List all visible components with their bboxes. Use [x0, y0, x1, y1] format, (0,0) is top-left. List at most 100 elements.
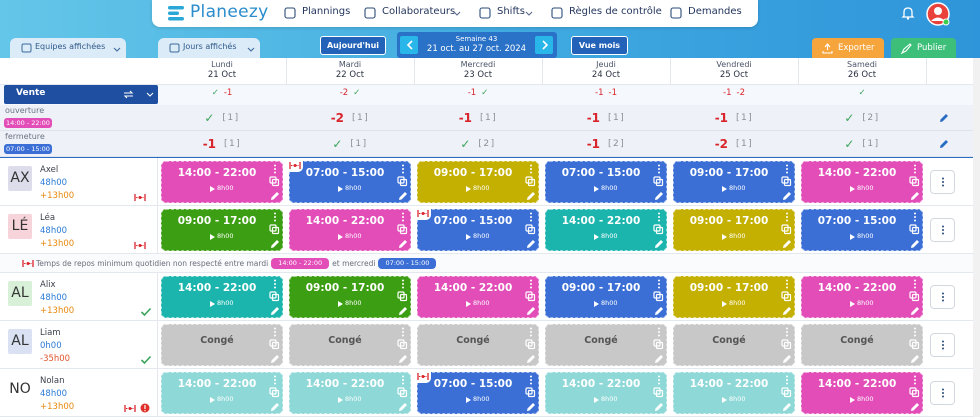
shift-card[interactable]: 14:00 - 22:00 8h00	[801, 372, 923, 414]
menu-icon-part	[658, 286, 660, 289]
shift-card[interactable]: 09:00 - 17:00 8h00	[673, 161, 795, 203]
team-selector[interactable]	[4, 85, 158, 104]
rest-alert-icon-part	[421, 212, 425, 215]
copy-icon-part	[399, 293, 408, 302]
post-day-cell: -1 [1]	[670, 110, 798, 126]
shift-card[interactable]: 14:00 - 22:00 8h00	[289, 209, 411, 251]
shift-card[interactable]: 14:00 - 22:00 8h00	[417, 276, 539, 318]
menu-icon-part	[786, 327, 788, 330]
menu-icon-part	[914, 219, 916, 222]
employee-hours: 48h00	[40, 293, 68, 303]
shift-card[interactable]: 07:00 - 15:00 8h00	[801, 209, 923, 251]
summary-token: -1	[608, 88, 617, 98]
summary-token: -1	[723, 88, 732, 98]
post-status: -1	[458, 111, 473, 125]
edit-icon	[911, 240, 919, 248]
shift-card[interactable]: 09:00 - 17:00 8h00	[161, 209, 283, 251]
shift-card[interactable]: Congé	[673, 324, 795, 366]
next-week[interactable]	[535, 36, 553, 54]
shift-card[interactable]: Congé	[161, 324, 283, 366]
row-menu-button[interactable]	[930, 285, 955, 309]
shift-card[interactable]: 14:00 - 22:00 8h00	[161, 372, 283, 414]
shift-time: 09:00 - 17:00	[561, 282, 641, 294]
check-icon	[140, 355, 152, 365]
menu-icon-part	[530, 334, 532, 337]
shift-card[interactable]: Congé	[801, 324, 923, 366]
shift-card[interactable]: 14:00 - 22:00 8h00	[545, 372, 667, 414]
shift-card[interactable]: Congé	[545, 324, 667, 366]
edit-icon-part	[399, 307, 407, 315]
copy-icon-part	[655, 178, 664, 187]
shift-card[interactable]: 09:00 - 17:00 8h00	[545, 276, 667, 318]
nav-item[interactable]: Collaborateurs	[382, 6, 456, 17]
export-button[interactable]	[812, 38, 884, 59]
error-icon	[140, 403, 150, 413]
edit-icon-part	[655, 355, 663, 363]
shift-card[interactable]: 14:00 - 22:00 8h00	[801, 276, 923, 318]
day-name: Vendredi	[716, 60, 752, 69]
menu-icon-part	[914, 331, 916, 333]
edit-icon	[527, 240, 535, 248]
shift-card[interactable]: 09:00 - 17:00 8h00	[673, 276, 795, 318]
today-button[interactable]: Aujourd'hui	[320, 36, 386, 55]
month-view-button[interactable]: Vue mois	[571, 36, 628, 55]
shift-card[interactable]: 07:00 - 15:00 8h00	[417, 372, 539, 414]
play-icon-part	[338, 397, 343, 403]
shift-card[interactable]: 07:00 - 15:00 8h00	[417, 209, 539, 251]
nav-item[interactable]: Shifts	[497, 6, 525, 17]
menu-icon-part	[658, 379, 660, 381]
edit-icon	[911, 192, 919, 200]
nav-item[interactable]: Demandes	[688, 6, 742, 17]
shift-card[interactable]: 14:00 - 22:00 8h00	[801, 161, 923, 203]
shift-card[interactable]: Congé	[289, 324, 411, 366]
copy-icon	[909, 176, 920, 187]
shift-duration: 8h00	[473, 299, 490, 307]
shift-card[interactable]: 07:00 - 15:00 8h00	[545, 161, 667, 203]
post-count: [1]	[736, 113, 754, 123]
shift-card[interactable]: 09:00 - 17:00 8h00	[417, 161, 539, 203]
nav-item[interactable]: Règles de contrôle	[569, 6, 662, 17]
edit-icon	[271, 307, 279, 315]
shift-card[interactable]: 09:00 - 17:00 8h00	[289, 276, 411, 318]
menu-icon-part	[942, 177, 944, 180]
employee-avatar: AX	[8, 166, 32, 191]
day-header-row	[0, 58, 980, 85]
publish-button[interactable]	[891, 38, 956, 59]
menu-icon	[786, 327, 788, 337]
menu-icon-part	[402, 216, 404, 218]
menu-icon-part	[658, 212, 660, 215]
shift-card[interactable]: 09:00 - 17:00 8h00	[673, 209, 795, 251]
menu-icon-part	[530, 171, 532, 174]
copy-icon	[653, 224, 664, 235]
nav-icon	[670, 7, 682, 19]
shift-card[interactable]: 14:00 - 22:00 8h00	[673, 372, 795, 414]
warning-row	[0, 254, 980, 273]
shift-card[interactable]: 14:00 - 22:00 8h00	[161, 161, 283, 203]
copy-icon	[269, 339, 280, 350]
play-icon-part	[850, 301, 855, 307]
copy-icon	[525, 339, 536, 350]
shift-card[interactable]: 14:00 - 22:00 8h00	[545, 209, 667, 251]
menu-icon-part	[942, 181, 944, 183]
nav-item[interactable]: Plannings	[302, 6, 351, 17]
copy-icon-part	[911, 226, 920, 235]
shift-card[interactable]: 14:00 - 22:00 8h00	[161, 276, 283, 318]
copy-icon-part	[399, 226, 408, 235]
days-filter[interactable]	[158, 38, 260, 58]
chevron-icon-part	[113, 47, 121, 52]
play-icon	[466, 234, 471, 240]
copy-icon	[909, 291, 920, 302]
shift-card[interactable]: Congé	[417, 324, 539, 366]
menu-icon	[530, 327, 532, 337]
shift-card[interactable]: 07:00 - 15:00 8h00	[289, 161, 411, 203]
edit-icon	[783, 192, 791, 200]
edit-icon-part	[911, 192, 919, 200]
menu-icon	[658, 212, 660, 222]
export-icon-part	[822, 43, 833, 54]
shift-time: 09:00 - 17:00	[433, 167, 513, 179]
row-menu-button[interactable]	[930, 333, 955, 357]
menu-icon-part	[658, 382, 660, 385]
shift-card[interactable]: 14:00 - 22:00 8h00	[289, 372, 411, 414]
copy-icon	[397, 387, 408, 398]
teams-filter[interactable]	[10, 38, 126, 58]
